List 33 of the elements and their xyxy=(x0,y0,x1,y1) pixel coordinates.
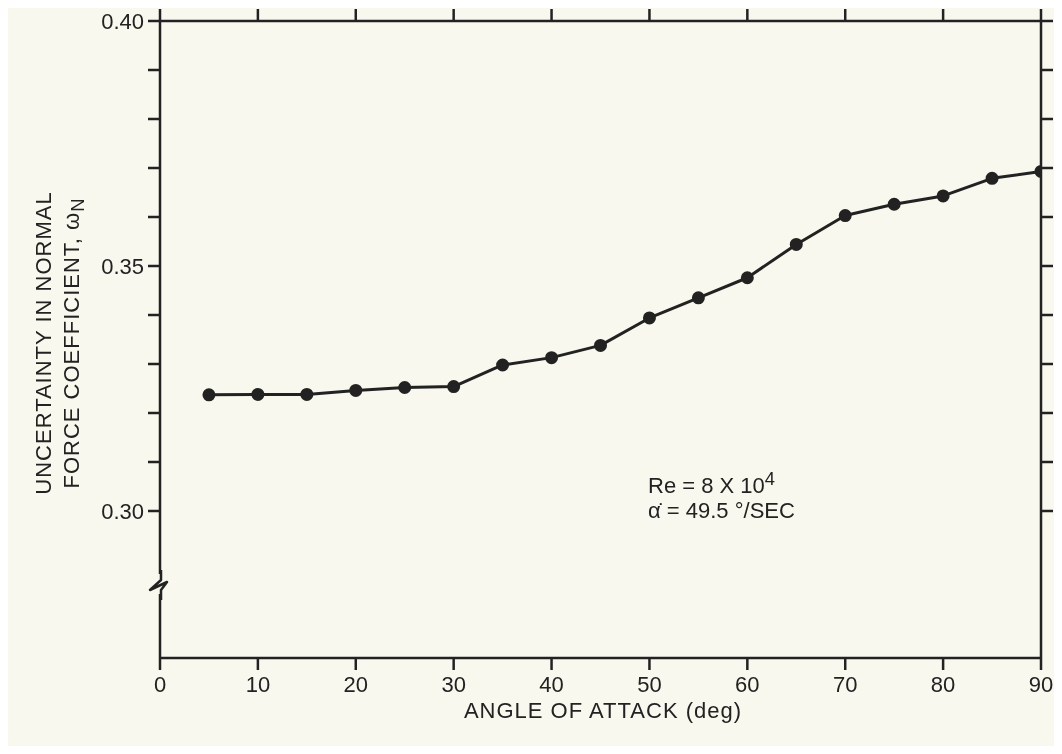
point xyxy=(838,209,852,223)
x-tick-label: 80 xyxy=(930,672,956,697)
y-tick-label: 0.30 xyxy=(101,499,144,524)
point xyxy=(936,189,950,203)
annotation: Re = 8 X 10$^{4}$ xyxy=(648,468,776,500)
x-tick-label: 20 xyxy=(343,672,369,697)
point xyxy=(545,351,559,365)
point xyxy=(496,358,510,372)
point xyxy=(398,381,412,395)
x-tick-label: 0 xyxy=(153,672,167,697)
x-tick-label: 30 xyxy=(441,672,466,697)
point xyxy=(300,387,314,401)
x-tick-label: 40 xyxy=(539,672,564,697)
x-axis-title: ANGLE OF ATTACK (deg) xyxy=(462,698,744,724)
point xyxy=(251,387,265,401)
point xyxy=(691,291,705,305)
x-tick-label: 50 xyxy=(637,672,662,697)
point xyxy=(349,383,363,397)
x-tick-label: 70 xyxy=(832,672,858,697)
point xyxy=(985,171,999,185)
point xyxy=(642,311,656,325)
x-tick-label: 60 xyxy=(735,672,760,697)
point xyxy=(202,388,216,402)
point xyxy=(594,338,607,352)
x-tick-label: 90 xyxy=(1028,672,1054,697)
annotation: α̇ = 49.5 °/SEC xyxy=(648,498,795,524)
point xyxy=(789,237,803,251)
point xyxy=(447,380,461,394)
point xyxy=(740,271,754,285)
y-tick-label: 0.35 xyxy=(101,254,144,279)
x-tick-label: 10 xyxy=(245,672,271,697)
point xyxy=(887,197,901,211)
y-tick-label: 0.40 xyxy=(101,9,144,34)
